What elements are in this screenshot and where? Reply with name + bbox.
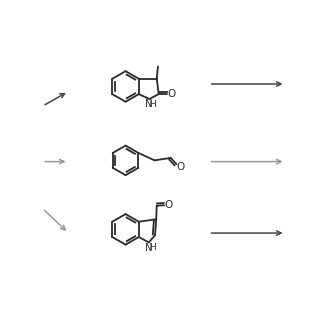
Text: N: N bbox=[145, 243, 153, 253]
Text: O: O bbox=[164, 200, 173, 210]
Text: N: N bbox=[145, 100, 153, 109]
Text: O: O bbox=[167, 89, 175, 99]
Text: H: H bbox=[149, 100, 156, 109]
Text: O: O bbox=[177, 162, 185, 172]
Text: H: H bbox=[149, 243, 156, 252]
